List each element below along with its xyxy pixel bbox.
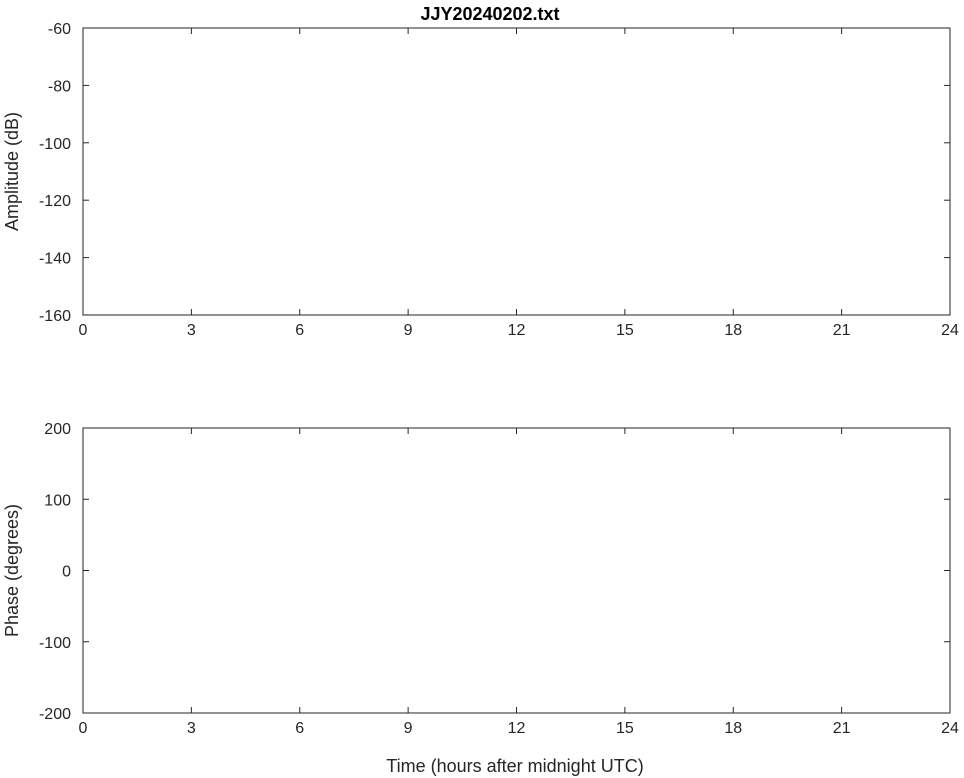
x-axis-label: Time (hours after midnight UTC) — [386, 756, 643, 776]
amplitude-x-tick-label: 21 — [833, 322, 851, 339]
phase-y-tick-label: -100 — [39, 635, 71, 652]
phase-y-axis-label: Phase (degrees) — [2, 504, 22, 637]
phase-x-tick-label: 18 — [724, 720, 742, 737]
phase-y-tick-label: 200 — [44, 421, 71, 438]
phase-x-tick-label: 12 — [508, 720, 526, 737]
amplitude-axes: 0 3 6 9 12 15 18 21 24 -160 -140 -120 -100 -80 -60 Ampl… — [2, 21, 959, 339]
amplitude-x-tick-label: 18 — [724, 322, 742, 339]
amplitude-y-tick-label: -60 — [48, 21, 71, 38]
phase-axes-frame — [82, 427, 951, 714]
amplitude-y-tick-label: -160 — [39, 308, 71, 325]
amplitude-y-tick-label: -120 — [39, 193, 71, 210]
phase-x-tick-label: 0 — [79, 720, 88, 737]
phase-x-tick-label: 24 — [941, 720, 959, 737]
phase-x-tick-label: 21 — [833, 720, 851, 737]
amplitude-x-tick-label: 9 — [404, 322, 413, 339]
phase-y-tick-label: 0 — [62, 564, 71, 581]
amplitude-x-tick-label: 0 — [79, 322, 88, 339]
phase-y-tick-label: 100 — [44, 492, 71, 509]
amplitude-x-tick-label: 3 — [187, 322, 196, 339]
amplitude-y-axis-label: Amplitude (dB) — [2, 112, 22, 231]
amplitude-y-tick-label: -140 — [39, 251, 71, 268]
amplitude-axes-frame — [82, 27, 951, 316]
phase-axes: 0 3 6 9 12 15 18 21 24 -200 -100 0 100 200 Phase (degr… — [2, 421, 959, 737]
amplitude-x-tick-label: 24 — [941, 322, 959, 339]
phase-x-tick-label: 6 — [295, 720, 304, 737]
amplitude-y-tick-label: -100 — [39, 136, 71, 153]
amplitude-y-tick-label: -80 — [48, 78, 71, 95]
phase-y-tick-label: -200 — [39, 706, 71, 723]
amplitude-x-tick-label: 12 — [508, 322, 526, 339]
phase-x-tick-label: 3 — [187, 720, 196, 737]
phase-x-tick-label: 9 — [404, 720, 413, 737]
figure-title: JJY20240202.txt — [420, 4, 559, 24]
phase-x-tick-label: 15 — [616, 720, 634, 737]
amplitude-x-tick-label: 15 — [616, 322, 634, 339]
amplitude-x-tick-label: 6 — [295, 322, 304, 339]
